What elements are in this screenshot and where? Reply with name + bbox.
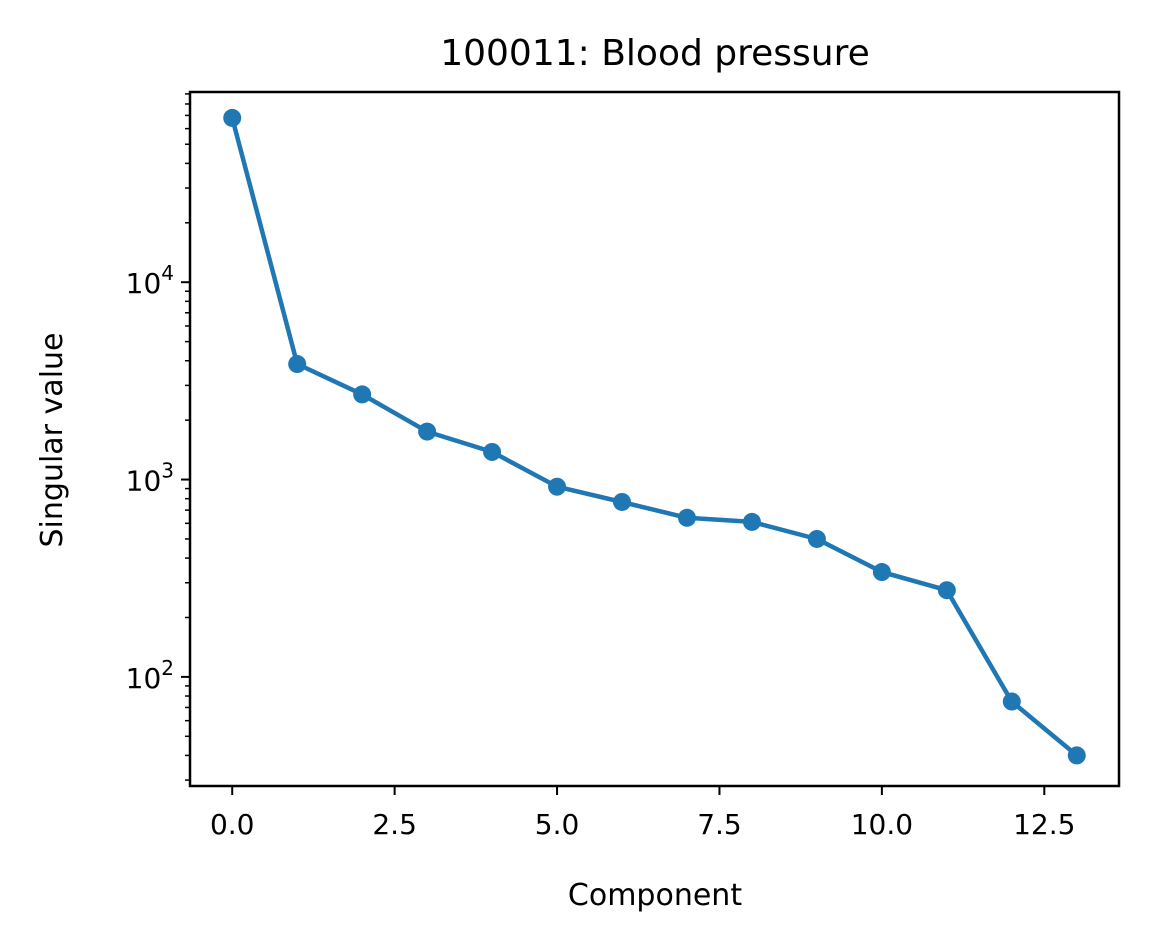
data-point [742,512,761,531]
y-axis-label: Singular value [35,333,70,548]
x-axis-label: Component [568,878,742,913]
y-tick-label-base: 10 [126,267,162,300]
y-tick-label: 102 [126,656,174,695]
series-layer [223,108,1086,765]
x-tick-label: 12.5 [1013,808,1075,841]
data-point [807,529,826,548]
plot-frame [188,90,1121,788]
chart-title: 100011: Blood pressure [440,33,870,74]
y-tick-label: 104 [126,261,174,300]
data-point [288,355,307,374]
x-axis: 0.0 2.5 5.0 7.5 10.0 12.5 [210,786,1075,841]
y-tick-label-base: 10 [126,662,162,695]
data-point [872,563,891,582]
data-point [353,385,372,404]
data-point [483,442,502,461]
y-tick-label-exponent: 3 [161,459,174,483]
x-tick-label: 7.5 [697,808,742,841]
x-tick-label: 2.5 [372,808,417,841]
data-point [1002,692,1021,711]
data-point [418,422,437,441]
data-point [677,508,696,527]
data-point [223,108,242,127]
x-tick-label: 10.0 [851,808,913,841]
data-point [1067,746,1086,765]
x-tick-label: 5.0 [535,808,580,841]
y-tick-label: 103 [126,459,174,498]
x-tick-label: 0.0 [210,808,255,841]
data-point [937,581,956,600]
y-tick-label-exponent: 2 [161,656,174,680]
series-line [230,117,1079,758]
y-tick-label-base: 10 [126,465,162,498]
y-tick-label-exponent: 4 [161,261,174,285]
data-point [548,477,567,496]
data-point [613,492,632,511]
